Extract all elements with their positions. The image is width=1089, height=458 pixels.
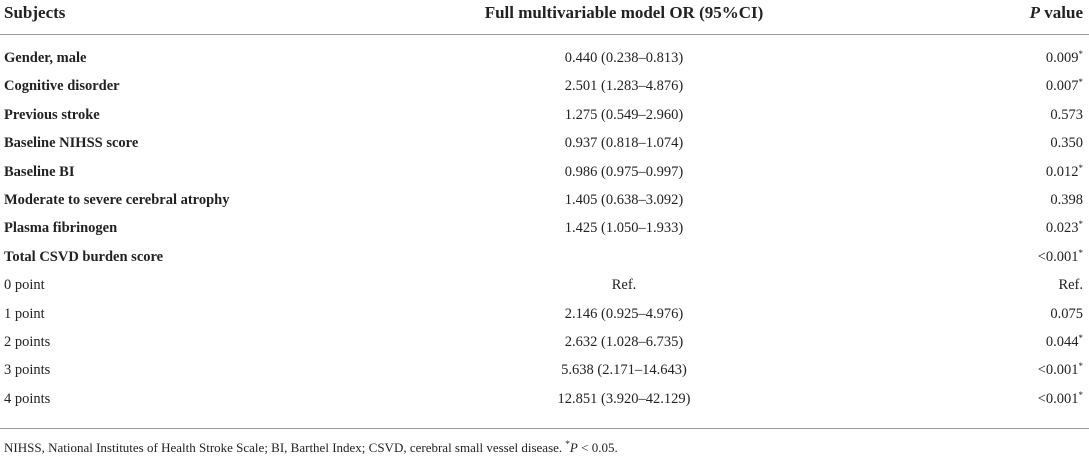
p-value-text: 0.573 [1050,106,1083,123]
cell-p-value: 0.398 [1050,190,1083,210]
table-row: Moderate to severe cerebral atrophy 1.405… [0,190,1089,218]
cell-subject: 1 point [4,305,45,322]
header-p-italic: P [1029,3,1041,22]
significance-mark: * [1078,219,1084,230]
table-header-row: Subjects Full multivariable model OR (95… [0,0,1089,35]
cell-p-value: 0.007* [1046,76,1083,96]
p-value-text: 0.023 [1045,220,1079,237]
significance-mark: * [1078,49,1084,59]
p-value-text: 0.044 [1045,333,1079,350]
cell-or: 2.146 (0.925–4.976) [564,305,684,322]
p-value-text: <0.001 [1037,248,1079,265]
cell-subject: 4 points [4,390,51,407]
cell-p-value: 0.012* [1046,162,1083,182]
cell-or: 0.937 (0.818–1.074) [564,135,684,152]
p-value-text: 0.350 [1050,135,1083,152]
header-subjects: Subjects [4,3,66,22]
table-row: Total CSVD burden score <0.001* [0,247,1089,275]
table-row: 3 points 5.638 (2.171–14.643) <0.001* [0,360,1089,388]
cell-or: 12.851 (3.920–42.129) [557,390,691,407]
table-row: 2 points 2.632 (1.028–6.735) 0.044* [0,332,1089,360]
p-value-text: 0.009 [1045,50,1079,66]
table-row: 0 point Ref. Ref. [0,275,1089,303]
cell-or: 1.275 (0.549–2.960) [564,106,684,123]
results-table: Subjects Full multivariable model OR (95… [0,0,1089,407]
cell-p-value: 0.075 [1050,304,1083,324]
cell-subject: 2 points [4,333,51,350]
cell-p-value: 0.023* [1046,218,1083,238]
cell-subject: 0 point [4,277,45,294]
cell-or: Ref. [611,277,637,294]
table-footnote: NIHSS, National Institutes of Health Str… [4,440,618,456]
p-value-text: 0.012 [1045,163,1079,180]
cell-p-value: 0.350 [1050,133,1083,153]
cell-subject: Moderate to severe cerebral atrophy [4,191,230,208]
cell-or: 0.986 (0.975–0.997) [564,163,684,180]
cell-p-value: 0.044* [1046,332,1083,352]
cell-p-value: Ref. [1058,275,1083,295]
table-row: Previous stroke 1.275 (0.549–2.960) 0.573 [0,105,1089,133]
table-row: 4 points 12.851 (3.920–42.129) <0.001* [0,389,1089,417]
cell-subject: Previous stroke [4,106,100,123]
table-row: Baseline NIHSS score 0.937 (0.818–1.074) 0… [0,133,1089,161]
cell-p-value: <0.001* [1038,389,1083,409]
footnote-threshold: < 0.05. [577,440,618,455]
significance-mark: * [1078,247,1084,258]
p-value-text: <0.001 [1037,362,1079,379]
footnote-sig-mark: * [565,439,570,449]
cell-p-value: 0.009* [1046,48,1083,68]
footnote-text: NIHSS, National Institutes of Health Str… [4,440,566,455]
cell-subject: Baseline BI [4,163,75,180]
table-row: 1 point 2.146 (0.925–4.976) 0.075 [0,304,1089,332]
table-row: Baseline BI 0.986 (0.975–0.997) 0.012* [0,162,1089,190]
cell-or: 1.425 (1.050–1.933) [564,220,684,237]
cell-or: 2.501 (1.283–4.876) [564,78,684,95]
table-bottom-rule [0,428,1089,429]
cell-or: 2.632 (1.028–6.735) [564,333,684,350]
p-value-text: 0.007 [1045,78,1079,95]
table-row: Gender, male 0.440 (0.238–0.813) 0.009* [0,48,1089,76]
cell-subject: 3 points [4,362,51,379]
significance-mark: * [1078,77,1084,88]
cell-p-value: 0.573 [1050,105,1083,125]
p-value-text: <0.001 [1037,390,1079,407]
significance-mark: * [1078,361,1084,372]
p-value-text: 0.398 [1050,191,1083,208]
cell-subject: Gender, male [4,50,87,66]
table-row: Plasma fibrinogen 1.425 (1.050–1.933) 0.02… [0,218,1089,246]
significance-mark: * [1078,162,1084,173]
cell-p-value: <0.001* [1038,247,1083,267]
cell-or: 0.440 (0.238–0.813) [564,50,684,66]
header-or: Full multivariable model OR (95%CI) [484,3,764,22]
cell-subject: Baseline NIHSS score [4,135,139,152]
p-value-text: Ref. [1058,277,1083,294]
cell-or: 5.638 (2.171–14.643) [561,362,687,379]
cell-subject: Total CSVD burden score [4,248,164,265]
significance-mark: * [1078,389,1084,400]
header-p-rest: value [1040,3,1083,22]
cell-subject: Cognitive disorder [4,78,120,95]
table-body: Gender, male 0.440 (0.238–0.813) 0.009* Cog… [0,48,1089,417]
header-p-value: P value [1030,0,1083,26]
table-row: Cognitive disorder 2.501 (1.283–4.876) 0.0… [0,76,1089,104]
significance-mark: * [1078,332,1084,343]
cell-subject: Plasma fibrinogen [4,220,118,237]
cell-p-value: <0.001* [1038,360,1083,380]
p-value-text: 0.075 [1050,305,1083,322]
cell-or: 1.405 (0.638–3.092) [564,191,684,208]
footnote-p-italic: P [569,440,578,455]
